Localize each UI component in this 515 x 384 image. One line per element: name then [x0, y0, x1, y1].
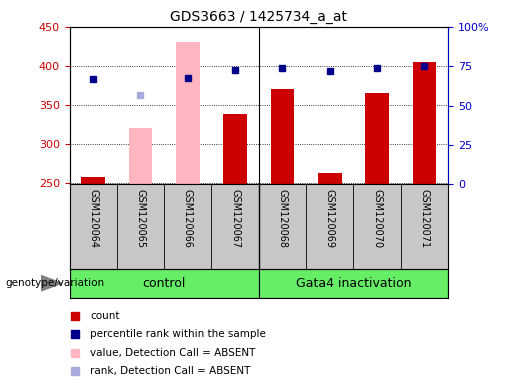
Title: GDS3663 / 1425734_a_at: GDS3663 / 1425734_a_at — [170, 10, 347, 25]
Bar — [270, 89, 294, 184]
Text: control: control — [143, 277, 186, 290]
Text: GSM120069: GSM120069 — [325, 189, 335, 248]
Bar — [81, 177, 105, 184]
Text: percentile rank within the sample: percentile rank within the sample — [90, 329, 266, 339]
Bar — [259, 269, 448, 298]
Bar — [129, 128, 152, 184]
Text: GSM120066: GSM120066 — [183, 189, 193, 248]
Text: genotype/variation: genotype/variation — [5, 278, 104, 288]
Bar — [318, 173, 341, 184]
Text: GSM120068: GSM120068 — [278, 189, 287, 248]
Text: GSM120067: GSM120067 — [230, 189, 240, 248]
Text: GSM120065: GSM120065 — [135, 189, 146, 248]
Polygon shape — [41, 276, 62, 291]
Bar — [176, 43, 200, 184]
Text: rank, Detection Call = ABSENT: rank, Detection Call = ABSENT — [90, 366, 251, 376]
Bar — [413, 62, 436, 184]
Text: count: count — [90, 311, 120, 321]
Text: Gata4 inactivation: Gata4 inactivation — [296, 277, 411, 290]
Bar — [70, 269, 259, 298]
Text: GSM120071: GSM120071 — [419, 189, 430, 248]
Bar — [365, 93, 389, 184]
Text: value, Detection Call = ABSENT: value, Detection Call = ABSENT — [90, 348, 256, 358]
Text: GSM120064: GSM120064 — [88, 189, 98, 248]
Bar — [224, 114, 247, 184]
Text: GSM120070: GSM120070 — [372, 189, 382, 248]
